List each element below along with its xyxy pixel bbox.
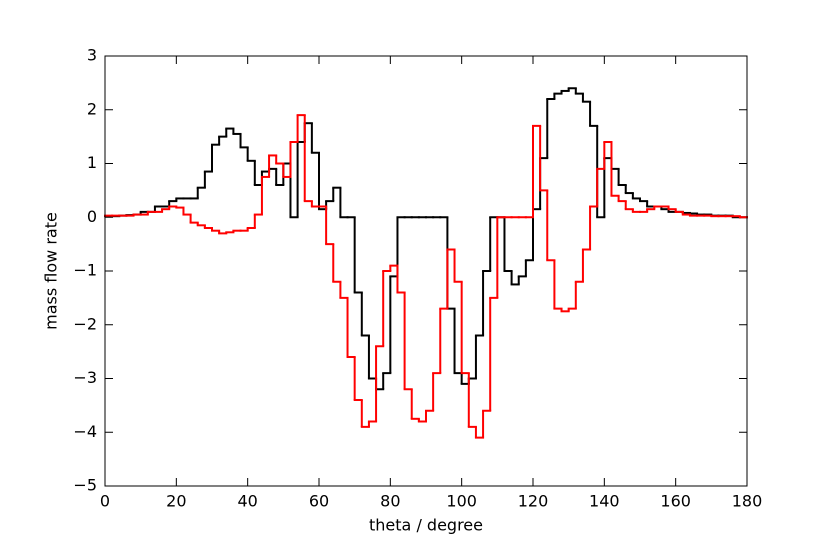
y-tick-label: 1 bbox=[87, 153, 97, 172]
y-tick-label: 0 bbox=[87, 207, 97, 226]
y-tick-label: 3 bbox=[87, 46, 97, 65]
y-tick-label: −4 bbox=[73, 422, 97, 441]
y-tick-label: −3 bbox=[73, 368, 97, 387]
y-tick-label: −5 bbox=[73, 476, 97, 495]
x-tick-label: 40 bbox=[237, 492, 257, 511]
x-tick-label: 0 bbox=[100, 492, 110, 511]
y-tick-label: −1 bbox=[73, 261, 97, 280]
y-tick-label: −2 bbox=[73, 314, 97, 333]
y-tick-label: 2 bbox=[87, 99, 97, 118]
x-tick-label: 140 bbox=[589, 492, 620, 511]
x-tick-label: 180 bbox=[732, 492, 763, 511]
x-tick-label: 100 bbox=[446, 492, 477, 511]
y-axis-label: mass flow rate bbox=[42, 212, 61, 330]
x-tick-label: 80 bbox=[380, 492, 400, 511]
x-tick-label: 20 bbox=[166, 492, 186, 511]
plot-frame bbox=[104, 55, 748, 487]
x-tick-label: 120 bbox=[518, 492, 549, 511]
x-tick-label: 160 bbox=[660, 492, 691, 511]
x-tick-label: 60 bbox=[309, 492, 329, 511]
x-axis-label: theta / degree bbox=[369, 516, 483, 535]
